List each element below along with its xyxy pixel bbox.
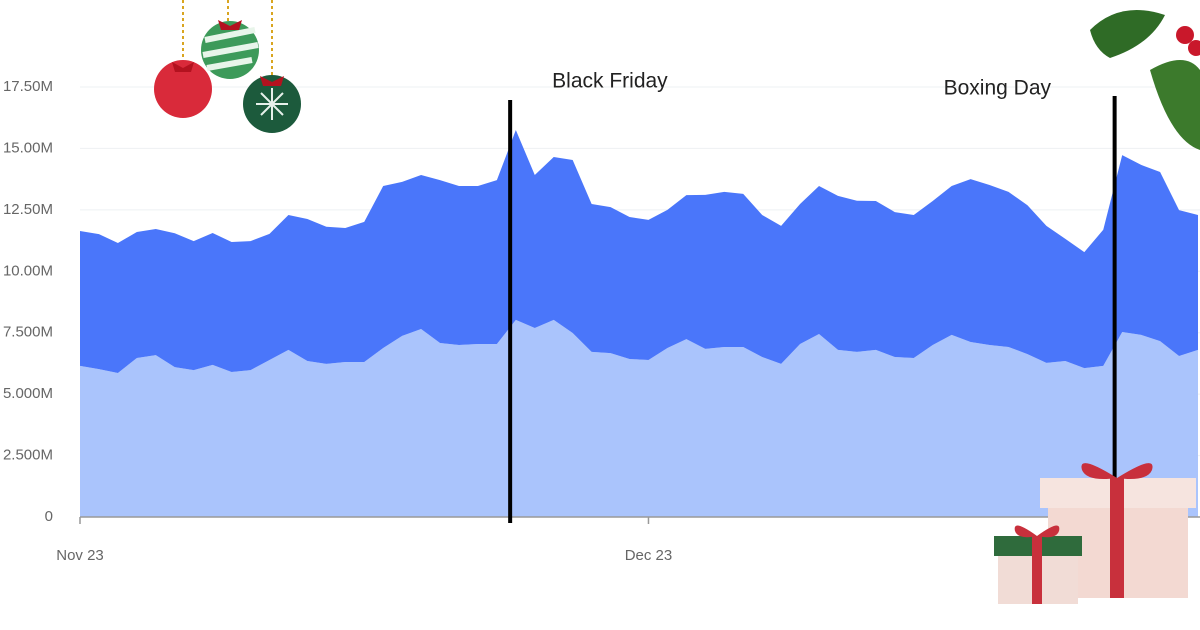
- ornament-stripes: [202, 27, 259, 71]
- y-tick-label: 2.500M: [3, 447, 53, 464]
- ornament: [154, 60, 212, 118]
- y-tick-label: 10.00M: [3, 262, 53, 279]
- holly-leaf: [1150, 60, 1200, 150]
- y-tick-label: 17.50M: [3, 78, 53, 95]
- area: [80, 319, 1198, 517]
- gift-ribbon: [1110, 478, 1124, 598]
- snowflake: [256, 88, 288, 120]
- holly-leaf: [1090, 10, 1165, 58]
- y-tick-label: 12.50M: [3, 201, 53, 218]
- holly-berry: [1176, 26, 1194, 44]
- x-tick-label: Nov 23: [56, 547, 104, 564]
- decorations: [154, 0, 1200, 604]
- gift-bow: [1081, 463, 1153, 479]
- area: [80, 130, 1198, 374]
- plot-area: 0 2.500M 5.000M 7.500M 10.00M 12.50M 15.00M 17.…: [3, 70, 1200, 564]
- gift-ribbon: [1032, 536, 1042, 604]
- gift-bow: [1014, 525, 1060, 538]
- y-tick-label: 7.500M: [3, 324, 53, 341]
- x-tick-label: Dec 23: [625, 547, 673, 564]
- y-tick-label: 15.00M: [3, 139, 53, 156]
- y-tick-label: 0: [45, 508, 53, 525]
- holly-berry: [1188, 40, 1200, 56]
- annotation-label: Boxing Day: [944, 77, 1052, 100]
- annotation-label: Black Friday: [552, 70, 668, 93]
- y-tick-label: 5.000M: [3, 385, 53, 402]
